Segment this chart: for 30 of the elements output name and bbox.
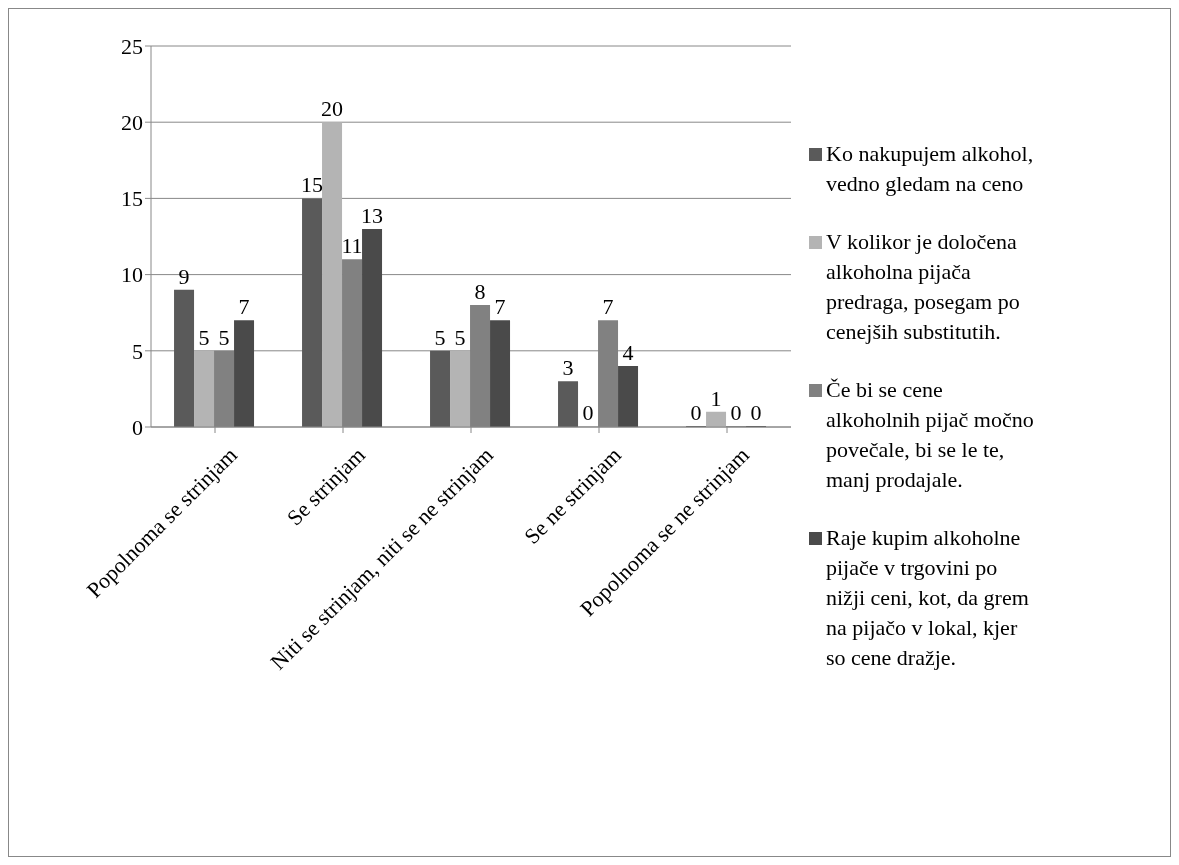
y-tick-label: 10 [121, 262, 143, 288]
data-label: 1 [710, 385, 722, 411]
legend-label: Če bi se cene alkoholnih pijač močno povečale, bi se le te, manj prodajale. [826, 376, 1035, 494]
data-label: 7 [494, 294, 506, 320]
y-tick-label: 20 [121, 110, 143, 136]
data-label: 9 [178, 263, 190, 289]
data-label: 4 [622, 340, 634, 366]
y-tick-label: 25 [121, 33, 143, 59]
data-label: 11 [341, 233, 363, 259]
data-label: 5 [198, 324, 210, 350]
data-label: 0 [750, 400, 762, 425]
data-label: 3 [562, 355, 574, 381]
data-label: 8 [474, 279, 486, 305]
data-label: 5 [454, 324, 466, 350]
data-label: 0 [730, 400, 742, 425]
legend-label: Ko nakupujem alkohol, vedno gledam na ceno [826, 140, 1035, 198]
data-label: 15 [301, 172, 324, 198]
legend-label: V kolikor je določena alkoholna pijača predraga, posegam po cenejših substitutih. [826, 228, 1021, 346]
legend-label: Raje kupim alkoholne pijače v trgovini po nižji ceni, kot, da grem na pijačo v lokal, kjer so cene dražje. [826, 524, 1030, 672]
y-tick-label: 5 [132, 338, 143, 364]
data-label: 5 [218, 324, 230, 350]
data-label: 13 [361, 202, 384, 228]
data-label: 0 [582, 400, 594, 425]
y-tick-label: 15 [121, 186, 143, 212]
data-label: 20 [321, 96, 344, 122]
data-label: 5 [434, 324, 446, 350]
y-tick-label: 0 [132, 414, 143, 440]
data-label: 0 [690, 400, 702, 425]
data-label: 7 [602, 294, 614, 320]
data-label: 7 [238, 294, 250, 320]
